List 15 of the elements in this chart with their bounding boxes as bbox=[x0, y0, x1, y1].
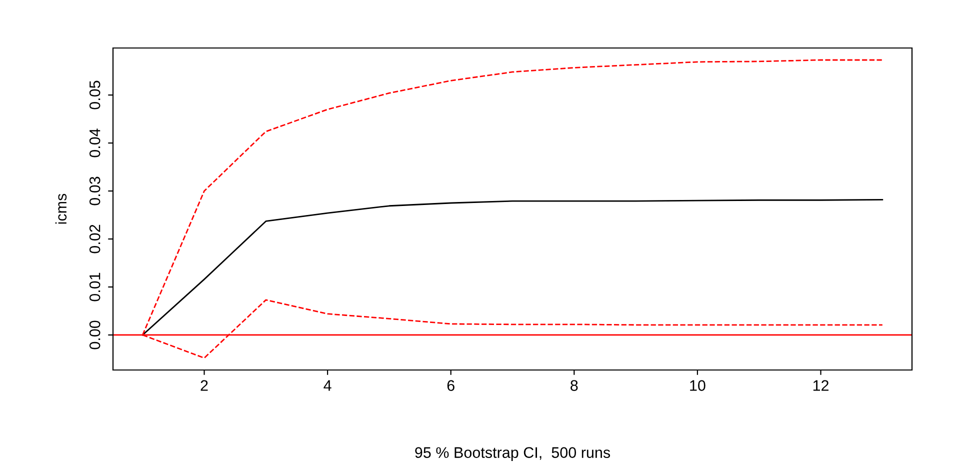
y-tick-label: 0.01 bbox=[89, 272, 100, 302]
x-tick-label: 12 bbox=[813, 380, 828, 391]
x-axis-title: 95 % Bootstrap CI, 500 runs bbox=[415, 447, 610, 461]
line-series bbox=[142, 198, 884, 336]
y-tick-label: 0.03 bbox=[89, 176, 100, 206]
x-tick-label: 2 bbox=[200, 380, 208, 391]
y-tick-label: 0.05 bbox=[89, 80, 100, 110]
y-axis-title: icms bbox=[55, 194, 67, 224]
x-tick-label: 10 bbox=[690, 380, 706, 391]
x-tick-label: 4 bbox=[324, 380, 332, 391]
y-tick-label: 0.00 bbox=[89, 320, 100, 350]
y-tick-label: 0.04 bbox=[89, 128, 100, 158]
x-tick-label: 6 bbox=[447, 380, 454, 391]
y-tick-label: 0.02 bbox=[89, 224, 100, 254]
x-tick-label: 8 bbox=[570, 380, 578, 391]
